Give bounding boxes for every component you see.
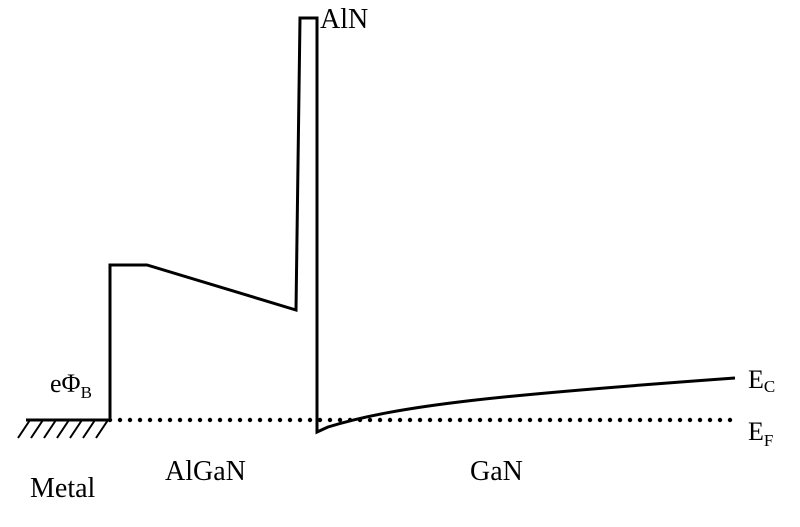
label-metal: Metal [30, 473, 96, 504]
label-gan: GaN [470, 456, 523, 487]
label-algan: AlGaN [165, 456, 246, 487]
label-aln: AlN [320, 4, 368, 35]
band-diagram: eΦBMetalAlGaNAlNGaNECEF [0, 0, 800, 527]
